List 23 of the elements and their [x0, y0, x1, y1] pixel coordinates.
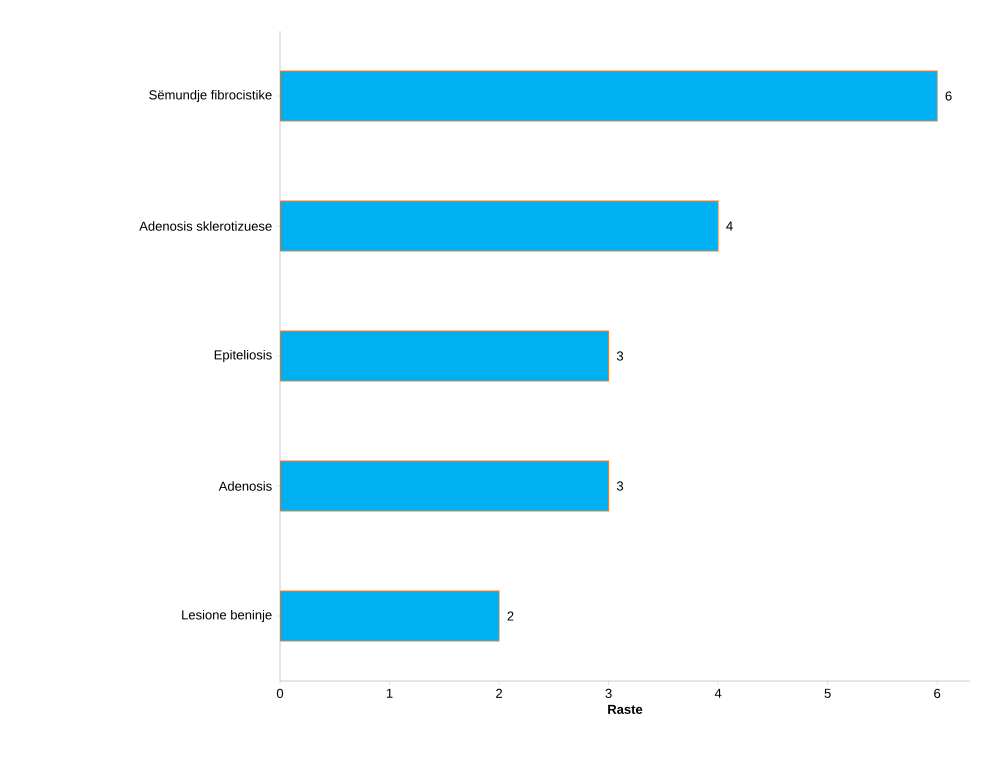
y-tick-label: Lesione beninje: [182, 610, 272, 622]
data-label: 6: [946, 91, 952, 101]
x-tick-label: 0: [276, 688, 284, 698]
bar: [280, 200, 719, 252]
bar: [280, 70, 938, 122]
bar: [280, 590, 500, 642]
x-axis-title: Raste: [608, 704, 642, 714]
y-tick-label: Adenosis sklerotizuese: [139, 221, 272, 231]
x-tick-label: 6: [934, 688, 940, 698]
x-tick-label: 5: [824, 688, 831, 698]
bar: [280, 460, 610, 512]
data-label: 2: [508, 611, 514, 621]
x-tick-label: 2: [496, 688, 502, 698]
x-tick-label: 1: [386, 688, 393, 698]
y-tick-label: Sëmundje fibrocistike: [149, 90, 272, 102]
bar: [280, 330, 610, 382]
y-tick-label: Epiteliosis: [214, 350, 272, 362]
x-tick-label: 4: [714, 688, 722, 698]
x-tick-label: 3: [605, 688, 612, 698]
y-tick-label: Adenosis: [218, 481, 272, 491]
data-label: 4: [726, 222, 733, 230]
data-label: 3: [616, 481, 624, 491]
data-label: 3: [616, 351, 624, 361]
